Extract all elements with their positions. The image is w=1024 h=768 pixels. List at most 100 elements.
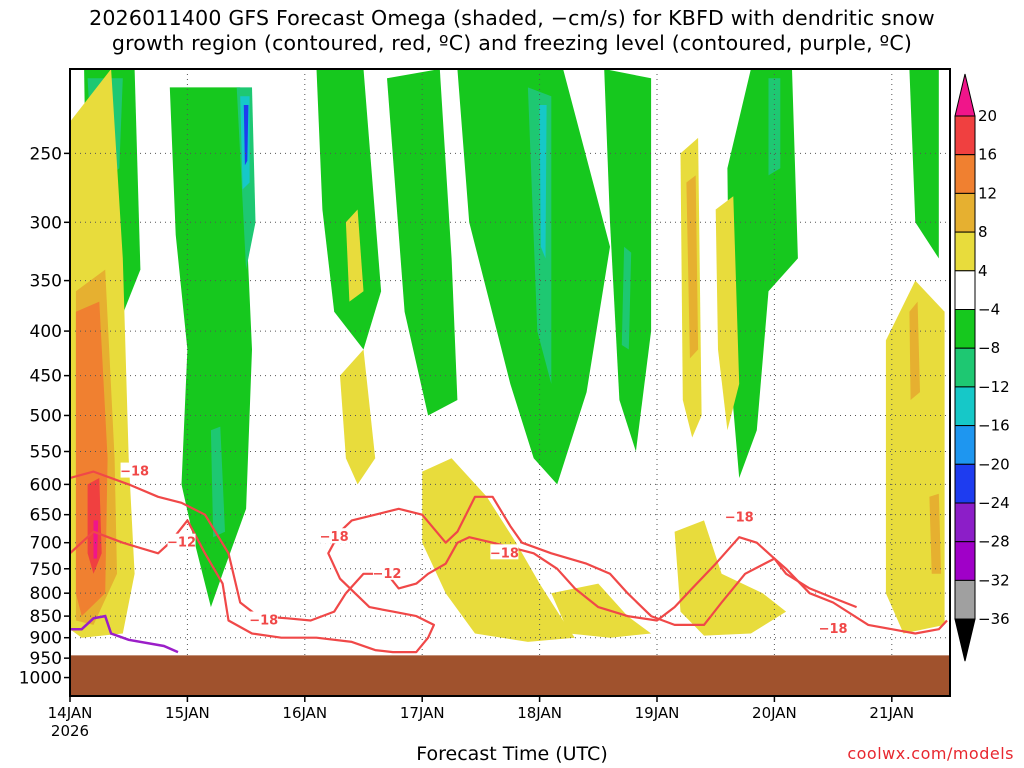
colorbar-cell-4 [954, 231, 976, 272]
x-tick-label-0: 14JAN [48, 704, 93, 722]
omega-region-9 [457, 69, 610, 485]
omega-region-31 [909, 301, 920, 400]
contour-minus18-line [70, 470, 948, 635]
y-tick-label-13: 900 [30, 629, 62, 649]
y-tick-label-14: 950 [30, 649, 62, 669]
x-axis-label: Forecast Time (UTC) [416, 743, 608, 765]
colorbar-cell-8 [954, 386, 976, 427]
contour-label-1: −12 [167, 536, 196, 551]
contour-label-bg-3 [320, 528, 349, 544]
contour-label-bg-6 [725, 508, 754, 524]
contour-label-2: −18 [249, 614, 278, 629]
y-tick-label-10: 750 [30, 560, 62, 580]
contour-label-bg-4 [372, 564, 401, 580]
terrain [70, 655, 950, 696]
title-line-1: 2026011400 GFS Forecast Omega (shaded, −… [89, 6, 935, 30]
omega-region-26 [674, 520, 787, 636]
freezing-level-line [70, 614, 179, 654]
colorbar-cell-2 [954, 154, 976, 194]
y-axis: 2503003504004505005506006507007508008509… [19, 144, 70, 689]
x-tick-label-4: 18JAN [517, 704, 562, 722]
colorbar-tick-label-9: −20 [978, 455, 1010, 473]
colorbar-tick-label-10: −24 [978, 494, 1010, 512]
omega-region-29 [715, 196, 740, 431]
x-axis: 14JAN 15JAN 16JAN 17JAN 18JAN 19JAN 20JAN 21JAN… [48, 696, 914, 740]
omega-region-15 [768, 78, 781, 176]
omega-region-25 [551, 583, 652, 638]
contour-label-bg-2 [249, 611, 278, 627]
colorbar-tick-label-6: −8 [978, 339, 1000, 357]
y-tick-label-8: 650 [30, 506, 62, 526]
contour-labels: −18 −12 −18 −18 −12 −18 −18 −18 [120, 462, 848, 637]
freezing-level-contour [70, 614, 179, 654]
contour-label-bg-0 [120, 462, 149, 478]
snow-growth-contours [70, 470, 948, 654]
y-tick-label-0: 250 [30, 144, 62, 164]
colorbar-cell-12 [954, 541, 976, 581]
colorbar-cell-11 [954, 502, 976, 543]
y-tick-label-7: 600 [30, 475, 62, 495]
contour-label-0: −18 [120, 465, 149, 480]
colorbar-cell-3 [954, 192, 976, 233]
contour-label-6: −18 [725, 511, 754, 526]
colorbar: 20 16 12 8 4 −4 −8 −12 −16 −20 −24 −28 −32 −36 [954, 73, 1010, 662]
contour-label-4: −12 [372, 567, 401, 582]
colorbar-tick-label-5: −4 [978, 301, 1000, 319]
colorbar-tick-label-8: −16 [978, 417, 1010, 435]
omega-region-11 [539, 105, 547, 259]
omega-region-2 [169, 87, 252, 608]
colorbar-tick-label-0: 20 [978, 107, 997, 125]
colorbar-tick-label-3: 8 [978, 223, 988, 241]
contour-label-bg-5 [490, 544, 519, 560]
omega-region-6 [210, 426, 225, 538]
y-tick-label-12: 850 [30, 607, 62, 627]
y-tick-label-2: 350 [30, 272, 62, 292]
title-line-2: growth region (contoured, red, ºC) and f… [111, 31, 913, 55]
colorbar-tick-label-4: 4 [978, 262, 988, 280]
y-tick-label-11: 800 [30, 584, 62, 604]
colorbar-tick-label-7: −12 [978, 378, 1010, 396]
colorbar-cell-6 [954, 309, 976, 349]
omega-region-8 [387, 69, 458, 416]
omega-region-21 [93, 520, 99, 559]
y-tick-label-6: 550 [30, 443, 62, 463]
omega-region-16 [909, 69, 939, 259]
colorbar-cell-9 [954, 425, 976, 465]
source-credit: coolwx.com/models [847, 744, 1014, 763]
colorbar-tick-label-13: −36 [978, 610, 1010, 628]
colorbar-cell-10 [954, 463, 976, 504]
colorbar-tick-label-1: 16 [978, 146, 997, 164]
chart-svg: −18 −12 −18 −18 −12 −18 −18 −18 250 300 350 400 450… [19, 68, 1010, 740]
x-tick-label-3: 17JAN [400, 704, 445, 722]
omega-shading [70, 69, 945, 642]
x-tick-label-6: 20JAN [752, 704, 797, 722]
colorbar-cell-1 [954, 115, 976, 156]
y-tick-label-3: 400 [30, 322, 62, 342]
contour-minus12-line [70, 495, 858, 654]
colorbar-cell-bottom [954, 618, 976, 662]
colorbar-tick-label-2: 12 [978, 184, 997, 202]
contour-label-7: −18 [819, 622, 848, 637]
y-tick-label-4: 450 [30, 367, 62, 387]
x-tick-label-5: 19JAN [635, 704, 680, 722]
omega-region-30 [885, 280, 945, 634]
y-tick-label-15: 1000 [19, 669, 62, 689]
omega-region-13 [621, 246, 632, 350]
colorbar-cell-5 [954, 270, 976, 310]
contour-label-bg-1 [167, 533, 196, 549]
omega-region-23 [345, 209, 364, 302]
contour-label-3: −18 [320, 530, 349, 545]
x-tick-label-7: 21JAN [869, 704, 914, 722]
contour-label-5: −18 [490, 546, 519, 561]
contour-label-bg-7 [819, 620, 848, 636]
colorbar-tick-label-12: −32 [978, 571, 1010, 589]
colorbar-cell-top [954, 73, 976, 117]
terrain-fill [70, 655, 950, 696]
omega-region-22 [340, 349, 376, 485]
colorbar-cell-13 [954, 579, 976, 620]
colorbar-tick-label-11: −28 [978, 533, 1010, 551]
x-tick-label-1: 15JAN [165, 704, 210, 722]
y-tick-label-1: 300 [30, 213, 62, 233]
omega-region-7 [316, 69, 382, 350]
omega-region-5 [243, 105, 249, 166]
